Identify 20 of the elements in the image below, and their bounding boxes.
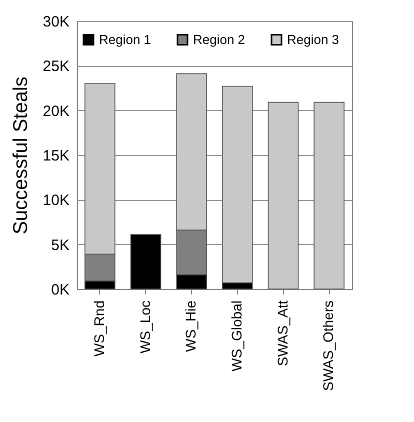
bar: [268, 102, 299, 290]
x-tick-label: WS_Rnd: [90, 300, 107, 357]
legend-label: Region 2: [193, 32, 246, 47]
y-tick-label: 30K: [42, 14, 70, 30]
x-tick-label: WS_Hie: [182, 300, 199, 352]
legend-label: Region 1: [99, 32, 152, 47]
x-tick-label: WS_Global: [228, 300, 244, 372]
x-tick-label: SWAS_Others: [320, 300, 336, 392]
legend-label: Region 3: [287, 32, 340, 47]
bar: [130, 234, 162, 290]
x-tick-label: SWAS_Att: [274, 300, 290, 366]
y-tick-label: 15K: [42, 148, 70, 164]
bar: [314, 102, 344, 290]
y-tick-label: 0K: [51, 282, 70, 298]
y-tick-label: 20K: [42, 102, 70, 120]
y-tick-label: 10K: [42, 192, 70, 210]
y-tick-label: 5K: [51, 236, 70, 254]
y-axis-title: Successful Steals: [10, 76, 32, 234]
x-tick-label: WS_Loc: [136, 300, 153, 354]
y-tick-label: 25K: [42, 58, 70, 76]
